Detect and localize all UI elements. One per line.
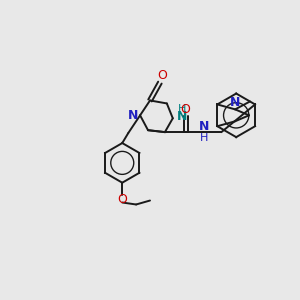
- Text: N: N: [176, 110, 187, 123]
- Text: H: H: [200, 133, 209, 143]
- Text: O: O: [157, 69, 167, 82]
- Text: N: N: [128, 109, 138, 122]
- Text: O: O: [117, 193, 127, 206]
- Text: H: H: [178, 104, 186, 114]
- Text: O: O: [181, 103, 190, 116]
- Text: N: N: [230, 96, 240, 109]
- Text: N: N: [199, 120, 210, 133]
